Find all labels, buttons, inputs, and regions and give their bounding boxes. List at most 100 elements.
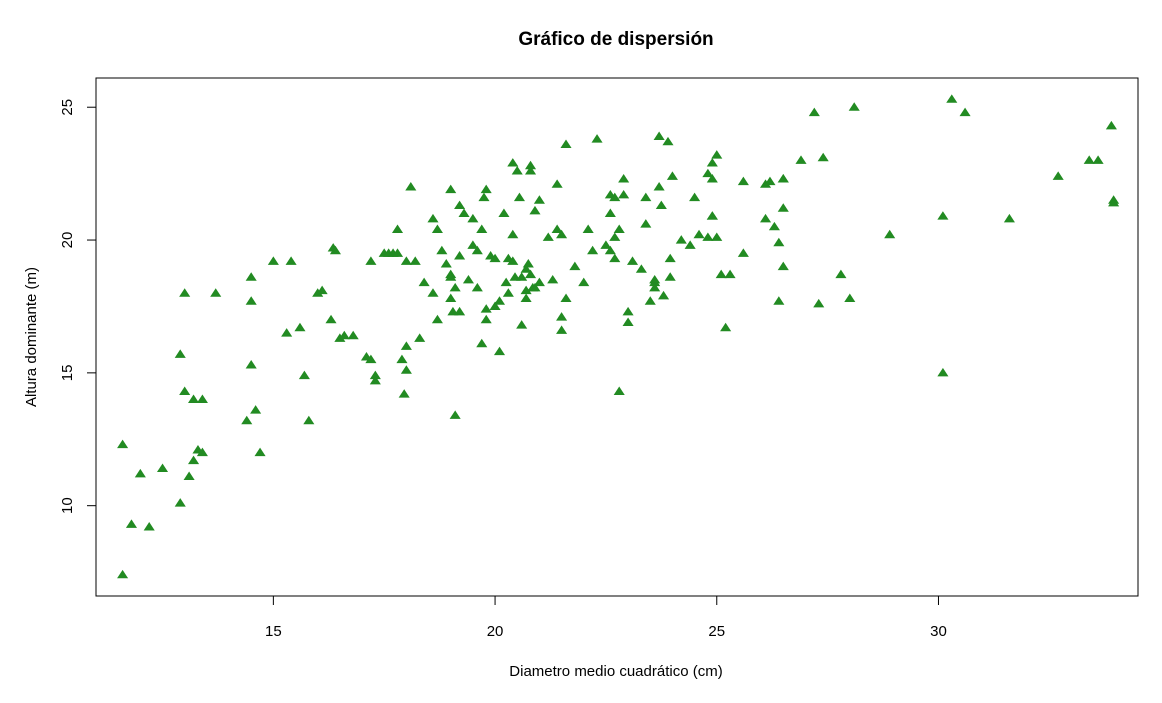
- data-point: [449, 282, 461, 292]
- data-point: [640, 192, 652, 202]
- plot-frame: [95, 77, 1139, 597]
- data-point: [937, 211, 949, 220]
- data-point: [640, 219, 652, 228]
- data-point: [702, 168, 714, 178]
- data-point: [808, 107, 820, 117]
- data-point: [117, 439, 129, 449]
- data-point: [884, 229, 896, 239]
- data-point: [658, 290, 670, 300]
- data-point: [431, 224, 443, 233]
- data-point: [462, 274, 474, 284]
- data-point: [1092, 155, 1104, 164]
- data-point: [613, 224, 625, 233]
- data-point: [609, 253, 621, 263]
- data-point: [454, 251, 466, 260]
- data-point: [285, 256, 297, 265]
- data-point: [622, 306, 634, 316]
- data-point: [706, 174, 718, 183]
- data-point: [622, 317, 634, 326]
- data-point: [653, 181, 665, 191]
- x-tick-label: 25: [708, 623, 725, 640]
- data-point: [813, 298, 825, 308]
- data-point: [524, 166, 537, 175]
- data-point: [524, 269, 537, 279]
- data-point: [245, 359, 257, 369]
- data-point: [520, 264, 532, 273]
- data-point: [844, 293, 856, 303]
- data-point: [445, 184, 457, 194]
- data-point: [666, 171, 678, 180]
- data-point: [609, 232, 621, 241]
- data-point: [418, 277, 430, 287]
- data-point: [551, 179, 563, 188]
- data-point: [662, 136, 674, 146]
- data-point: [582, 224, 594, 233]
- data-point: [560, 139, 572, 148]
- data-point: [489, 253, 501, 263]
- data-point: [183, 471, 195, 481]
- data-point: [480, 184, 492, 194]
- y-tick-label: 25: [59, 99, 76, 116]
- x-tick-label: 15: [265, 623, 282, 640]
- data-point: [500, 277, 512, 287]
- data-point: [502, 288, 514, 297]
- data-point: [493, 296, 506, 305]
- data-point: [649, 282, 661, 292]
- data-point: [520, 293, 532, 303]
- data-point: [179, 288, 191, 297]
- data-point: [604, 208, 616, 218]
- data-point: [298, 370, 310, 380]
- data-point: [329, 245, 341, 255]
- data-point: [294, 322, 306, 332]
- data-point: [547, 274, 559, 284]
- data-point: [609, 192, 621, 202]
- data-point: [400, 256, 412, 265]
- data-point: [848, 102, 860, 111]
- data-point: [795, 155, 807, 164]
- data-point: [143, 522, 155, 531]
- data-point: [507, 158, 519, 167]
- data-point: [338, 330, 350, 340]
- data-point: [591, 134, 603, 143]
- data-point: [445, 272, 457, 281]
- data-point: [480, 314, 492, 324]
- data-point: [1083, 155, 1095, 164]
- data-point: [316, 285, 328, 295]
- data-point: [471, 245, 483, 255]
- data-point: [556, 325, 568, 334]
- data-point: [533, 195, 545, 204]
- y-tick-label: 10: [59, 497, 76, 514]
- data-point: [493, 346, 506, 356]
- data-point: [188, 394, 200, 403]
- data-point: [454, 200, 466, 210]
- data-point: [409, 256, 421, 265]
- data-point: [1108, 197, 1120, 207]
- data-point: [664, 253, 676, 263]
- data-point: [737, 248, 749, 257]
- data-point: [533, 277, 545, 287]
- data-point: [476, 224, 488, 233]
- data-point: [711, 150, 723, 159]
- data-point: [817, 152, 829, 162]
- data-point: [369, 375, 381, 385]
- data-point: [174, 349, 186, 358]
- data-point: [635, 264, 647, 273]
- data-point: [618, 189, 630, 199]
- data-point: [649, 274, 661, 284]
- data-point: [542, 232, 554, 241]
- data-point: [440, 259, 452, 268]
- data-point: [507, 256, 519, 265]
- data-point: [117, 569, 129, 579]
- data-point: [431, 314, 443, 324]
- data-point: [664, 272, 676, 281]
- data-point: [196, 447, 208, 457]
- data-point: [156, 463, 169, 473]
- data-point: [569, 261, 581, 271]
- data-point: [427, 213, 439, 223]
- data-point: [241, 415, 253, 425]
- data-point: [578, 277, 590, 287]
- data-point: [245, 272, 257, 281]
- data-point: [626, 256, 639, 265]
- data-point: [405, 181, 417, 191]
- data-point: [560, 293, 572, 303]
